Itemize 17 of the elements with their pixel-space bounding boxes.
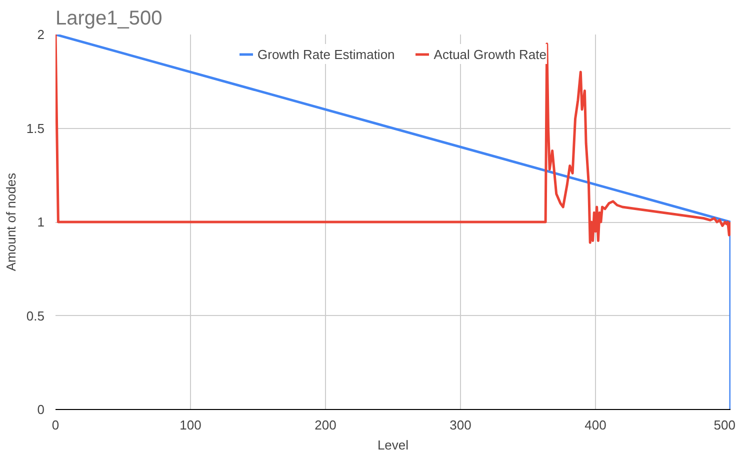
- x-tick-label: 200: [314, 418, 336, 432]
- y-tick-label: 0.5: [26, 308, 45, 324]
- chart-title: Large1_500: [56, 8, 162, 30]
- legend-label: Growth Rate Estimation: [258, 46, 395, 62]
- x-tick-label: 400: [584, 418, 606, 432]
- x-tick-label: 0: [52, 418, 60, 432]
- y-axis-title: Amount of nodes: [3, 172, 18, 272]
- y-tick-label: 1: [37, 214, 45, 230]
- y-tick-label: 1.5: [26, 120, 45, 136]
- legend-label: Actual Growth Rate: [434, 46, 546, 62]
- x-tick-label: 300: [450, 418, 472, 432]
- y-tick-label: 2: [37, 27, 45, 42]
- line-series: [56, 34, 730, 244]
- x-axis-title: Level: [377, 438, 409, 452]
- y-tick-label: 0: [37, 402, 45, 417]
- x-tick-label: 500: [714, 418, 736, 432]
- x-tick-label: 100: [180, 418, 202, 432]
